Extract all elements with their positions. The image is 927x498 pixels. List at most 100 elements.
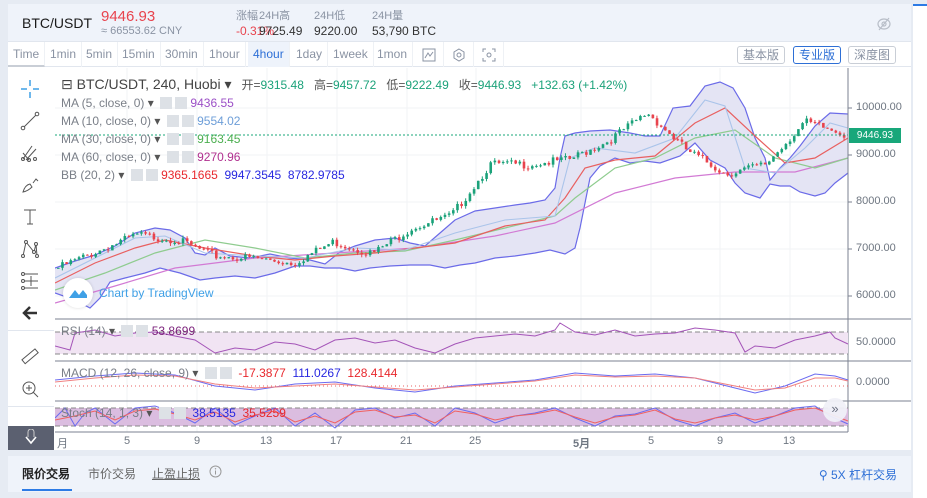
stat-volume: 24H量 53,790 BTC [372,10,437,38]
close-icon[interactable] [136,325,149,337]
date-axis-label: 13 [260,435,273,447]
timeframe-30min[interactable]: 30min [160,42,204,67]
timeframe-time[interactable]: Time [8,42,46,67]
tab-market-order[interactable]: 市价交易 [88,467,137,481]
date-axis-label: 25 [469,435,482,447]
date-axis-label: 5 [648,435,655,447]
close-icon[interactable] [173,407,186,419]
tradingview-watermark[interactable]: Chart by TradingView [63,278,214,308]
trend-line-icon[interactable] [17,108,43,134]
date-axis-label: 月 [57,438,68,450]
settings-icon[interactable] [166,133,179,145]
timeframe-1day[interactable]: 1day [291,42,329,67]
close-icon[interactable] [181,151,194,163]
back-arrow-icon[interactable] [17,300,43,326]
measure-lines-icon[interactable] [17,268,43,294]
close-icon[interactable] [181,115,194,127]
price-axis-label: 9000.00 [856,148,896,160]
settings-icon[interactable] [166,151,179,163]
price-axis-label: 8000.00 [856,195,896,207]
study-legend-ma60[interactable]: MA (60, close, 0) ▾ 9270.96 [61,150,241,164]
last-price: 9446.93 [101,8,156,25]
leverage-trading-link[interactable]: ⚲ 5X 杠杆交易 [818,468,897,482]
macd-legend[interactable]: MACD (12, 26, close, 9) ▾ -17.3877 111.0… [61,366,398,380]
settings-icon[interactable] [160,97,173,109]
main-series-legend[interactable]: ⊟ BTC/USDT, 240, Huobi ▾ 开=9315.48 高=945… [61,76,628,92]
date-axis-label: 5 [124,435,131,447]
chart-panel: BTC/USDT 9446.93 ≈ 66553.62 CNY 涨幅 -0.31… [8,4,911,450]
pro-version-button[interactable]: 专业版 [793,46,842,64]
timeframe-1hour[interactable]: 1hour [204,42,246,67]
brush-icon[interactable] [17,172,43,198]
text-icon[interactable] [17,204,43,230]
study-legend-bb[interactable]: BB (20, 2) ▾ 9365.1665 9947.3545 8782.97… [61,168,345,182]
date-axis-label: 13 [783,435,796,447]
timeframe-1min[interactable]: 1min [45,42,83,67]
timeframe-1mon[interactable]: 1mon [372,42,414,67]
crosshair-icon[interactable] [17,76,43,102]
cny-price: ≈ 66553.62 CNY [101,25,183,37]
indicator-icon[interactable] [414,42,444,67]
zoom-in-icon[interactable] [17,376,43,402]
settings-icon[interactable] [121,325,134,337]
depth-chart-button[interactable]: 深度图 [848,46,897,64]
right-panel-edge [913,4,927,498]
fullscreen-icon[interactable] [474,42,504,67]
toolbar-divider [8,406,54,407]
ticker-header: BTC/USDT 9446.93 ≈ 66553.62 CNY 涨幅 -0.31… [8,4,911,42]
current-price-tag: 9446.93 [849,128,901,143]
order-tabs: 限价交易 市价交易 止盈止损 ⚲ 5X 杠杆交易 [8,456,911,492]
close-icon[interactable] [145,169,158,181]
chart-canvas[interactable] [55,68,911,450]
settings-icon[interactable] [158,407,171,419]
pitchfork-icon[interactable] [17,140,43,166]
series-title: ⊟ BTC/USDT, 240, Huobi ▾ [61,76,232,92]
price-axis-label: 10000.00 [856,101,902,113]
rsi-legend[interactable]: RSI (14) ▾ 53.8699 [61,324,196,338]
drawing-toolbar [8,68,54,450]
timeframe-4hour[interactable]: 4hour [248,42,290,67]
settings-icon[interactable] [130,169,143,181]
timeframe-1week[interactable]: 1week [328,42,374,67]
stoch-legend[interactable]: Stoch (14, 1, 3) ▾ 38.5135 35.5259 [61,406,286,420]
timeframe-15min[interactable]: 15min [117,42,161,67]
date-axis-label: 5月 [573,438,591,450]
pattern-icon[interactable] [17,236,43,262]
eye-off-icon[interactable] [876,16,892,32]
price-axis-label: 7000.00 [856,242,896,254]
date-axis-label: 21 [400,435,413,447]
stat-high: 24H高 9725.49 [259,10,303,38]
scroll-to-realtime-button[interactable]: » [823,398,847,422]
close-icon[interactable] [175,97,188,109]
info-icon[interactable] [209,465,222,481]
date-axis-label: 17 [330,435,343,447]
tab-stop-order[interactable]: 止盈止损 [152,467,201,481]
macd-axis-label: 0.0000 [856,376,890,388]
study-legend-ma10[interactable]: MA (10, close, 0) ▾ 9554.02 [61,114,241,128]
accent-bar [913,4,927,6]
chart-toolbar: Time 1min 5min 15min 30min 1hour 4hour 1… [8,42,911,67]
tradingview-chart[interactable]: ⊟ BTC/USDT, 240, Huobi ▾ 开=9315.48 高=945… [55,68,911,450]
basic-version-button[interactable]: 基本版 [737,46,786,64]
study-legend-ma30[interactable]: MA (30, close, 0) ▾ 9163.45 [61,132,241,146]
timeframe-5min[interactable]: 5min [81,42,119,67]
stat-low: 24H低 9220.00 [314,10,358,38]
settings-icon[interactable] [166,115,179,127]
active-tab-indicator [22,489,72,491]
settings-icon[interactable] [204,367,217,379]
price-axis-label: 6000.00 [856,289,896,301]
rsi-axis-label: 50.0000 [856,336,896,348]
date-axis-label: 9 [717,435,724,447]
stat-change: 涨幅 -0.31% [236,10,275,38]
settings-icon[interactable] [444,42,474,67]
toolbar-divider [8,330,54,331]
tab-limit-order[interactable]: 限价交易 [22,467,71,481]
pair-name: BTC/USDT [22,15,92,31]
date-axis-label: 9 [194,435,201,447]
ruler-icon[interactable] [17,344,43,370]
close-icon[interactable] [219,367,232,379]
close-icon[interactable] [181,133,194,145]
collapse-icon[interactable] [8,426,54,450]
study-legend-ma5[interactable]: MA (5, close, 0) ▾ 9436.55 [61,96,234,110]
